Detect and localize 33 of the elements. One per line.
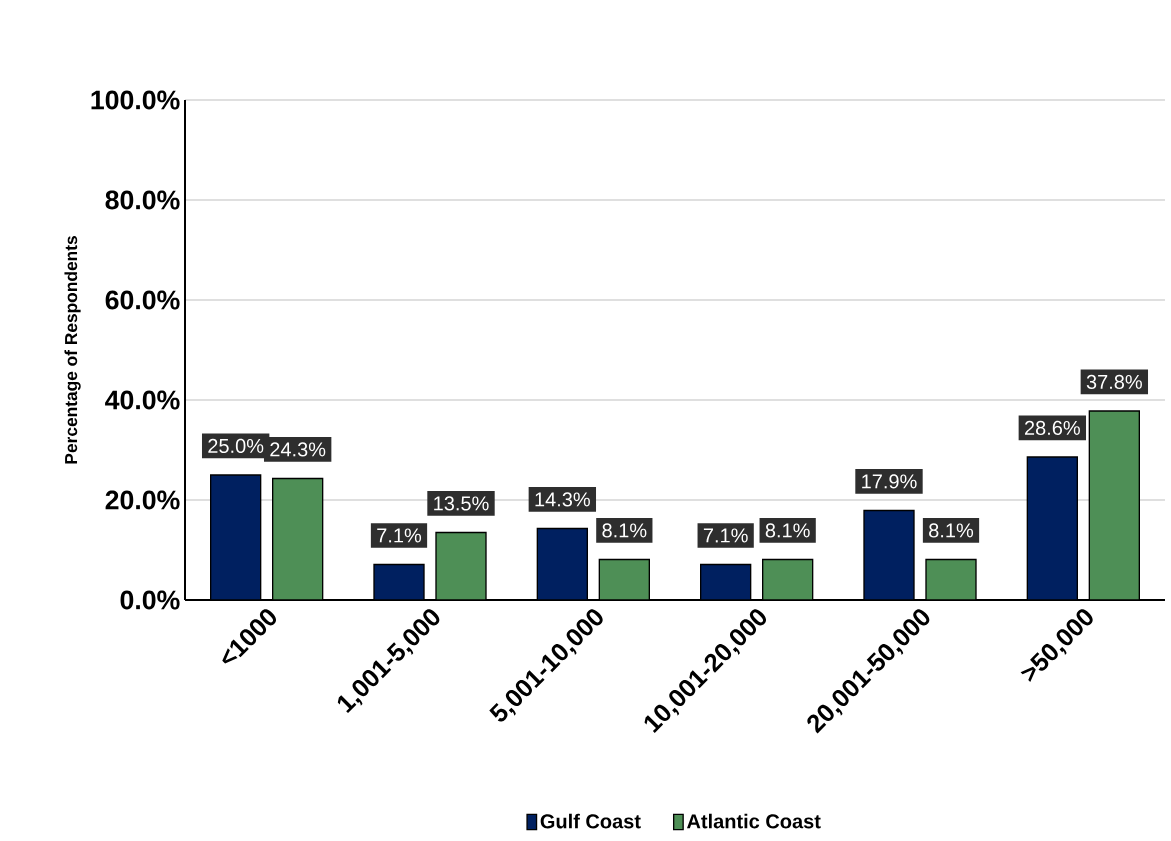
- bar: [435, 531, 487, 600]
- y-tick-label: 60.0%: [105, 290, 180, 310]
- data-label: 25.0%: [208, 438, 264, 453]
- y-tick-label: 40.0%: [105, 390, 180, 410]
- data-label: 28.6%: [1024, 420, 1080, 435]
- data-label: 13.5%: [434, 496, 489, 511]
- data-label: 24.3%: [270, 442, 326, 457]
- y-tick-label: 20.0%: [105, 490, 180, 510]
- bar: [925, 558, 977, 600]
- y-tick-label: 0.0%: [120, 590, 180, 610]
- bar: [1088, 410, 1140, 600]
- bar: [210, 474, 262, 600]
- bar: [536, 527, 588, 600]
- bar: [762, 558, 814, 600]
- data-label: 7.1%: [703, 528, 748, 543]
- data-label: 8.1%: [602, 523, 647, 538]
- bar: [863, 509, 915, 600]
- data-label: 17.9%: [862, 474, 917, 489]
- data-label: 8.1%: [929, 523, 974, 538]
- data-label: 37.8%: [1086, 374, 1142, 389]
- legend-label: Atlantic Coast: [686, 813, 821, 829]
- bar: [598, 558, 651, 600]
- y-axis-title: Percentage of Respondents: [64, 236, 81, 464]
- y-tick-label: 80.0%: [105, 190, 180, 210]
- data-label: 8.1%: [765, 523, 810, 538]
- bar: [1026, 456, 1078, 600]
- data-label: 14.3%: [535, 492, 590, 507]
- y-tick-label: 100.0%: [91, 90, 180, 110]
- legend-label: Gulf Coast: [540, 813, 641, 829]
- data-label: 7.1%: [377, 528, 422, 543]
- bar: [373, 563, 425, 600]
- bar: [700, 563, 752, 600]
- bar: [272, 477, 324, 600]
